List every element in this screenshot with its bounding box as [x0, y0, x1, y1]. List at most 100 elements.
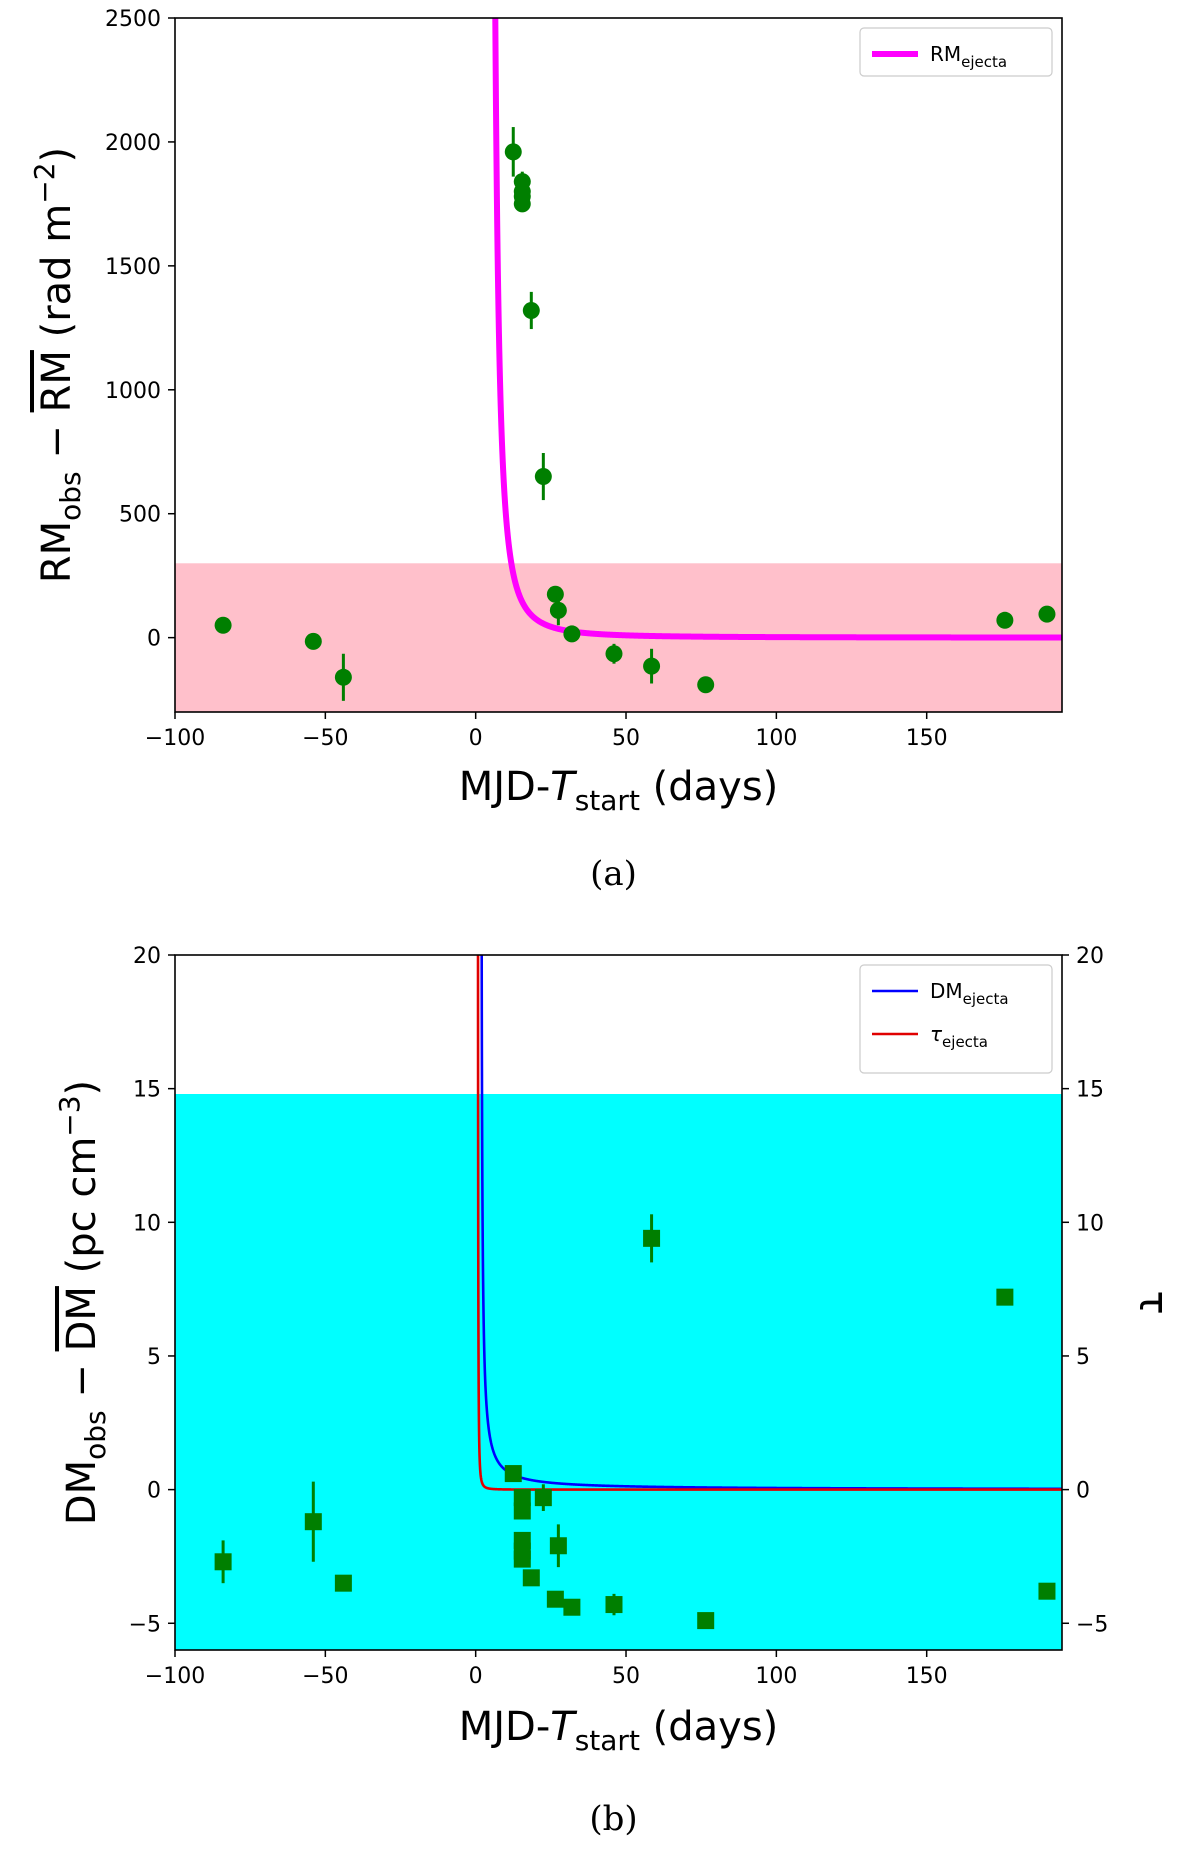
data-point: [996, 611, 1014, 629]
y-label-main: DM: [59, 1460, 105, 1525]
data-point: [522, 301, 540, 319]
data-point: [1038, 1582, 1056, 1600]
y-label-tail: (rad m: [34, 204, 80, 350]
data-point: [563, 625, 581, 643]
x-tick-label: 100: [755, 1664, 797, 1689]
y-label-sub: obs: [79, 1410, 112, 1460]
x-tick-label: 50: [612, 1664, 640, 1689]
data-point: [513, 1489, 531, 1507]
data-point: [304, 632, 322, 650]
x-label-tail: (days): [640, 1704, 778, 1750]
plot-frame: [174, 17, 1063, 713]
y-tick-label: 1000: [105, 379, 161, 404]
x-tick-label: −100: [145, 726, 205, 751]
x-tick-label: 0: [469, 726, 483, 751]
y-tick-label: 15: [133, 1078, 161, 1103]
plot-area: [214, 18, 1062, 701]
data-point: [563, 1598, 581, 1616]
data-point: [522, 1569, 540, 1587]
y-label-mid: −: [34, 412, 80, 471]
x-tick-label: 150: [906, 1664, 948, 1689]
data-point: [549, 601, 567, 619]
y2-tick-label: 20: [1076, 944, 1104, 969]
y-tick-label: 1500: [105, 255, 161, 280]
panel-caption: (a): [590, 854, 637, 894]
legend-label: τejecta: [930, 1022, 988, 1051]
legend-label: RMejecta: [930, 42, 1007, 71]
plot-frame: [174, 954, 1063, 1651]
x-tick-label: 150: [906, 726, 948, 751]
y-label-tail: (pc cm: [59, 1137, 105, 1286]
x-tick-label: −50: [302, 1664, 348, 1689]
y-label-main: RM: [34, 521, 80, 583]
data-point: [1038, 605, 1056, 623]
data-point: [504, 1465, 522, 1483]
data-point: [697, 676, 715, 694]
y2-tick-label: 15: [1076, 1078, 1104, 1103]
y-tick-label: 2500: [105, 7, 161, 32]
legend-label-main: τ: [930, 1022, 943, 1046]
x-axis-label: MJD-Tstart (days): [459, 1704, 779, 1757]
data-point: [334, 668, 352, 686]
data-point: [546, 585, 564, 603]
legend-label-sub: ejecta: [942, 1033, 988, 1051]
data-point: [643, 1229, 661, 1247]
shaded-band: [175, 1094, 1062, 1650]
y-tick-label: 0: [147, 627, 161, 652]
data-point: [504, 143, 522, 161]
y-label-sub: obs: [54, 471, 87, 521]
y-tick-label: 500: [119, 503, 161, 528]
y-axis-label: RMobs − RM (rad m−2): [28, 147, 87, 583]
x-label-tail: (days): [640, 764, 778, 810]
data-point: [546, 1590, 564, 1608]
y2-tick-label: 10: [1076, 1211, 1104, 1236]
x-tick-label: −50: [302, 726, 348, 751]
y-tick-label: 20: [133, 944, 161, 969]
model-curve-rm-ejecta: [492, 18, 1062, 641]
x-tick-label: 50: [612, 726, 640, 751]
data-point: [513, 1502, 531, 1520]
legend-box: [859, 27, 1053, 77]
data-point: [214, 1553, 232, 1571]
plot-area: [214, 955, 1062, 1630]
data-point: [697, 1612, 715, 1630]
y-axis-label: DMobs − DM (pc cm−3): [53, 1080, 112, 1525]
x-label-sub: start: [575, 784, 640, 817]
legend-label-main: RM: [930, 42, 961, 66]
y2-axis-label: τ: [1130, 1290, 1176, 1314]
y-label-bar: RM: [34, 350, 80, 412]
data-point: [996, 1288, 1014, 1306]
y2-tick-label: 0: [1076, 1479, 1090, 1504]
data-point: [605, 1596, 623, 1614]
x-tick-label: 100: [755, 726, 797, 751]
data-point: [304, 1513, 322, 1531]
x-label-sub: start: [575, 1724, 640, 1757]
legend-label-sub: ejecta: [961, 53, 1007, 71]
x-label-main: MJD-: [459, 1704, 551, 1750]
x-axis-label: MJD-Tstart (days): [459, 764, 779, 817]
y-label-bar: DM: [59, 1286, 105, 1351]
y-label-end: ): [59, 1080, 105, 1096]
data-point: [334, 1574, 352, 1592]
data-point: [643, 657, 661, 675]
y-tick-label: 5: [147, 1345, 161, 1370]
x-tick-label: 0: [469, 1664, 483, 1689]
data-point: [534, 468, 552, 486]
x-tick-label: −100: [145, 1664, 205, 1689]
y2-tick-label: 5: [1076, 1345, 1090, 1370]
data-point: [534, 1489, 552, 1507]
panel-a-rm-chart: −100 −50 0 50 100 15005001000150020002500MJD-…: [28, 7, 1063, 894]
y-tick-label: 0: [147, 1479, 161, 1504]
legend-label-main: DM: [930, 979, 963, 1003]
y-label-sup: −2: [28, 162, 61, 203]
data-point: [549, 1537, 567, 1555]
x-label-var: T: [550, 1704, 578, 1750]
x-label-main: MJD-: [459, 764, 551, 810]
model-curve-tau-ejecta: [476, 955, 1062, 1491]
data-point: [513, 1550, 531, 1568]
y-label-sup: −3: [53, 1095, 86, 1136]
data-point: [513, 195, 531, 213]
y-label-end: ): [34, 147, 80, 163]
